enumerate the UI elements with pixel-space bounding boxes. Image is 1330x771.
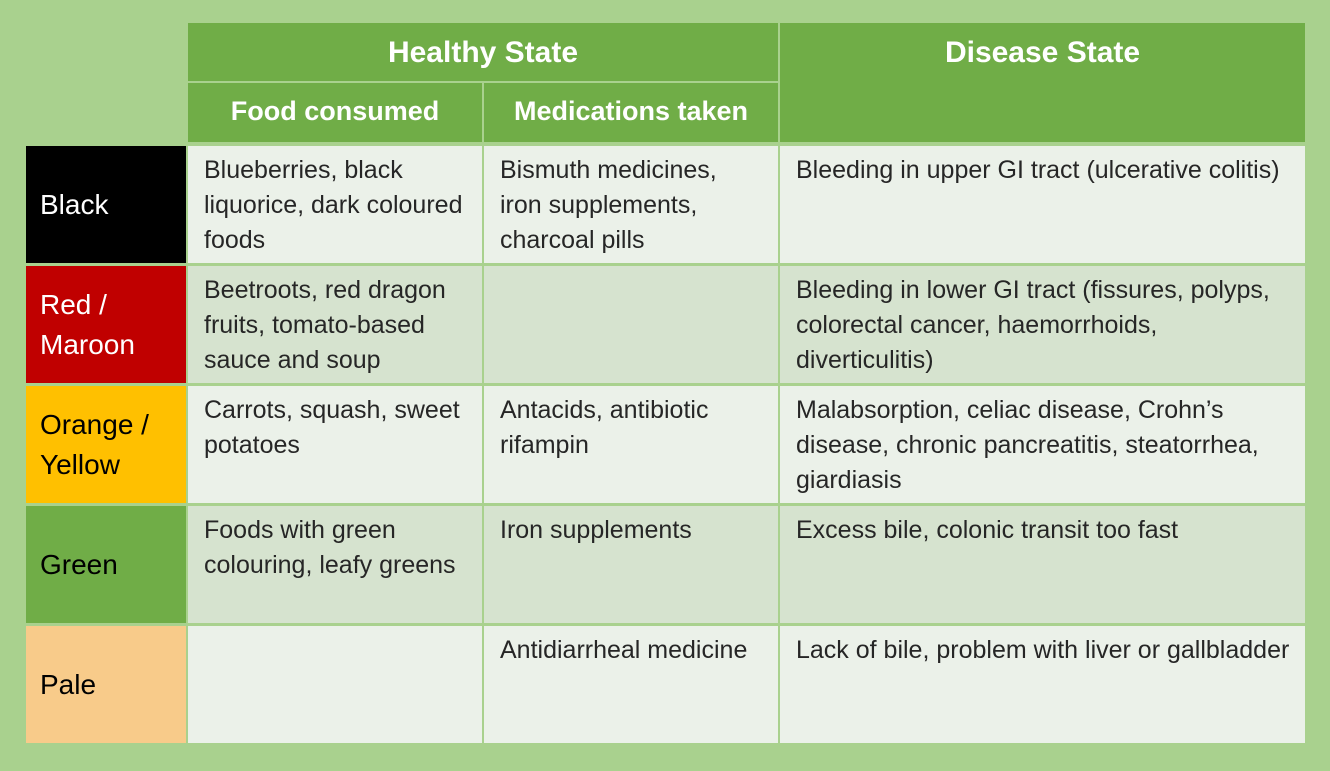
- color-label-red-maroon: Red / Maroon: [26, 266, 186, 383]
- food-consumed-header: Food consumed: [188, 83, 482, 142]
- table-cell-medications: Bismuth medicines, iron supplements, cha…: [484, 146, 778, 263]
- healthy-state-header: Healthy State: [188, 23, 778, 81]
- color-label-orange-yellow: Orange / Yellow: [26, 386, 186, 503]
- medications-taken-header: Medications taken: [484, 83, 778, 142]
- table-cell-medications: Antidiarrheal medicine: [484, 626, 778, 743]
- color-label-pale: Pale: [26, 626, 186, 743]
- disease-state-header: Disease State: [780, 23, 1305, 142]
- table-cell-disease: Lack of bile, problem with liver or gall…: [780, 626, 1305, 743]
- table-cell-food: Carrots, squash, sweet potatoes: [188, 386, 482, 503]
- table-cell-food: Foods with green colouring, leafy greens: [188, 506, 482, 623]
- table-cell-disease: Excess bile, colonic transit too fast: [780, 506, 1305, 623]
- table-cell-food: [188, 626, 482, 743]
- table-cell-medications: Iron supplements: [484, 506, 778, 623]
- table-cell-disease: Bleeding in lower GI tract (fissures, po…: [780, 266, 1305, 383]
- table-cell-food: Blueberries, black liquorice, dark colou…: [188, 146, 482, 263]
- table-cell-disease: Malabsorption, celiac disease, Crohn’s d…: [780, 386, 1305, 503]
- table-cell-medications: Antacids, antibiotic rifampin: [484, 386, 778, 503]
- color-label-green: Green: [26, 506, 186, 623]
- table-cell-food: Beetroots, red dragon fruits, tomato-bas…: [188, 266, 482, 383]
- color-label-black: Black: [26, 146, 186, 263]
- table-cell-disease: Bleeding in upper GI tract (ulcerative c…: [780, 146, 1305, 263]
- table-cell-medications: [484, 266, 778, 383]
